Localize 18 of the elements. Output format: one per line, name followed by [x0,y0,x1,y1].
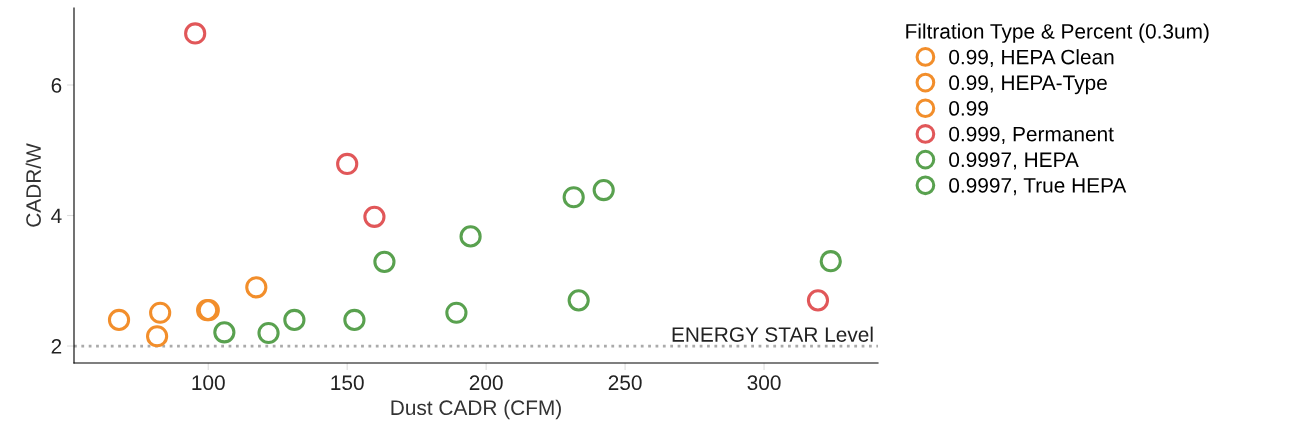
x-tick-label: 150 [331,375,364,391]
legend-label: 0.9997, True HEPA [949,178,1127,196]
x-axis-title: Dust CADR (CFM) [391,399,561,420]
legend-label: 0.999, Permanent [949,126,1114,144]
y-tick-label: 6 [51,78,62,93]
x-tick-label: 300 [747,375,781,391]
legend-title: Filtration Type & Percent (0.3um) [906,23,1209,43]
legend-label: 0.9997, HEPA [949,152,1079,170]
legend-label: 0.99 [949,101,988,116]
y-tick-label: 2 [51,339,62,354]
x-tick-label: 200 [469,375,503,391]
ref-line-label: ENERGY STAR Level [672,326,873,342]
legend-label: 0.99, HEPA-Type [949,75,1107,95]
legend-label: 0.99, HEPA Clean [949,49,1114,67]
y-tick-label: 4 [51,208,62,224]
x-tick-label: 250 [608,375,642,391]
x-tick-label: 100 [192,375,225,391]
y-axis-title: CADR/W [25,143,41,227]
